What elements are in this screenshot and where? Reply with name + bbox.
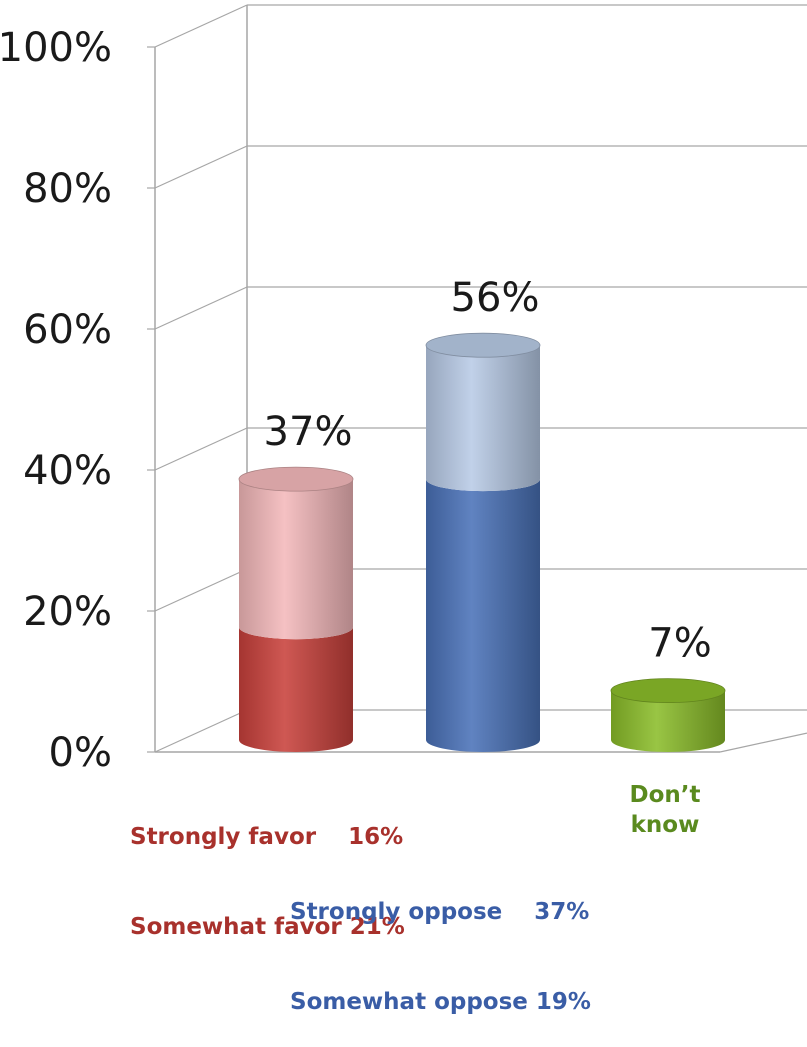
legend-strongly-favor: Strongly favor 16%: [130, 824, 404, 850]
gridline-diagonal: [154, 145, 248, 189]
y-tick-label: 100%: [0, 25, 112, 71]
bar-top-cap: [425, 332, 541, 358]
bar-top-cap: [238, 466, 354, 492]
bar-segment-somewhat-favor: [239, 479, 353, 640]
y-tick-label: 40%: [23, 448, 112, 494]
floor-right-edge: [719, 732, 807, 753]
y-tick-label: 0%: [49, 730, 112, 776]
bar-favor: [238, 466, 354, 752]
legend-oppose: Strongly oppose 37% Somewhat oppose 19%: [290, 837, 591, 1047]
bar-segment-strongly-oppose: [426, 479, 540, 752]
bar-segment-somewhat-oppose: [426, 345, 540, 492]
gridline-diagonal: [154, 568, 248, 612]
total-label: 37%: [264, 409, 353, 455]
legend-strongly-oppose: Strongly oppose 37%: [290, 899, 590, 925]
y-tick-label: 20%: [23, 589, 112, 635]
total-label: 7%: [648, 621, 711, 667]
total-label: 56%: [451, 275, 540, 321]
bar-segment-strongly-favor: [239, 627, 353, 752]
bar-oppose: [425, 332, 541, 752]
legend-dont-know-line2: know: [630, 812, 700, 838]
bar-don-t-know: [610, 678, 726, 752]
y-tick-label: 80%: [23, 166, 112, 212]
y-tick-label: 60%: [23, 307, 112, 353]
y-axis-ticks: 0% 20% 40% 60% 80% 100%: [0, 25, 112, 776]
chart-bars: [238, 332, 726, 752]
gridline-diagonal: [154, 4, 248, 48]
legend-somewhat-oppose: Somewhat oppose 19%: [290, 989, 591, 1015]
chart-svg: 0% 20% 40% 60% 80% 100% 37% 56% 7%: [0, 4, 807, 776]
gridline-diagonal: [154, 286, 248, 330]
total-labels: 37% 56% 7%: [264, 275, 712, 666]
bar-segment-don-t-know: [611, 690, 725, 752]
gridline-diagonal: [154, 427, 248, 471]
gridline-diagonal: [154, 709, 248, 753]
bar-top-cap: [610, 678, 726, 704]
legend-dont-know-line1: Don’t: [629, 782, 701, 808]
legend-dont-know: Don’t know: [625, 780, 705, 840]
